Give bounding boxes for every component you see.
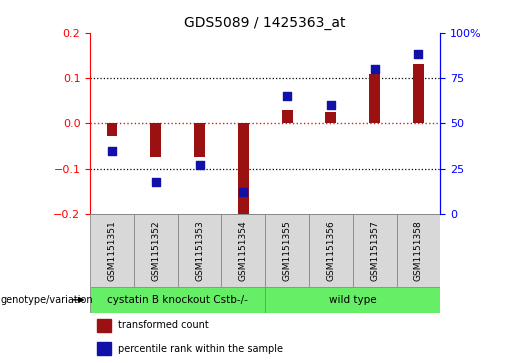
Bar (309, 214, 353, 287)
Text: GSM1151355: GSM1151355 (283, 220, 291, 281)
Bar (90, 214, 134, 287)
Text: wild type: wild type (329, 295, 376, 305)
Bar (397, 214, 440, 287)
Title: GDS5089 / 1425363_at: GDS5089 / 1425363_at (184, 16, 346, 30)
Bar (238, 123, 249, 216)
Point (370, 66, 379, 72)
Text: genotype/variation: genotype/variation (1, 295, 94, 305)
Text: GSM1151354: GSM1151354 (239, 220, 248, 281)
Point (414, 52, 422, 57)
Bar (413, 65, 424, 123)
Bar (178, 214, 221, 287)
Bar (353, 214, 397, 287)
Bar (150, 123, 161, 158)
Bar (97, 319, 111, 332)
Text: GSM1151358: GSM1151358 (414, 220, 423, 281)
Bar (265, 287, 440, 313)
Bar (90, 287, 265, 313)
Point (108, 148, 116, 154)
Text: GSM1151353: GSM1151353 (195, 220, 204, 281)
Bar (194, 123, 205, 156)
Text: cystatin B knockout Cstb-/-: cystatin B knockout Cstb-/- (107, 295, 248, 305)
Bar (282, 110, 293, 123)
Bar (221, 214, 265, 287)
Bar (134, 214, 178, 287)
Point (239, 189, 247, 195)
Text: GSM1151351: GSM1151351 (108, 220, 116, 281)
Text: GSM1151352: GSM1151352 (151, 220, 160, 281)
Text: transformed count: transformed count (118, 320, 209, 330)
Bar (97, 342, 111, 355)
Point (151, 179, 160, 184)
Bar (325, 112, 336, 123)
Point (327, 102, 335, 108)
Text: GSM1151357: GSM1151357 (370, 220, 379, 281)
Bar (107, 123, 117, 136)
Bar (369, 73, 380, 123)
Point (196, 162, 204, 168)
Text: percentile rank within the sample: percentile rank within the sample (118, 344, 283, 354)
Text: GSM1151356: GSM1151356 (327, 220, 335, 281)
Bar (265, 214, 309, 287)
Point (283, 93, 291, 99)
